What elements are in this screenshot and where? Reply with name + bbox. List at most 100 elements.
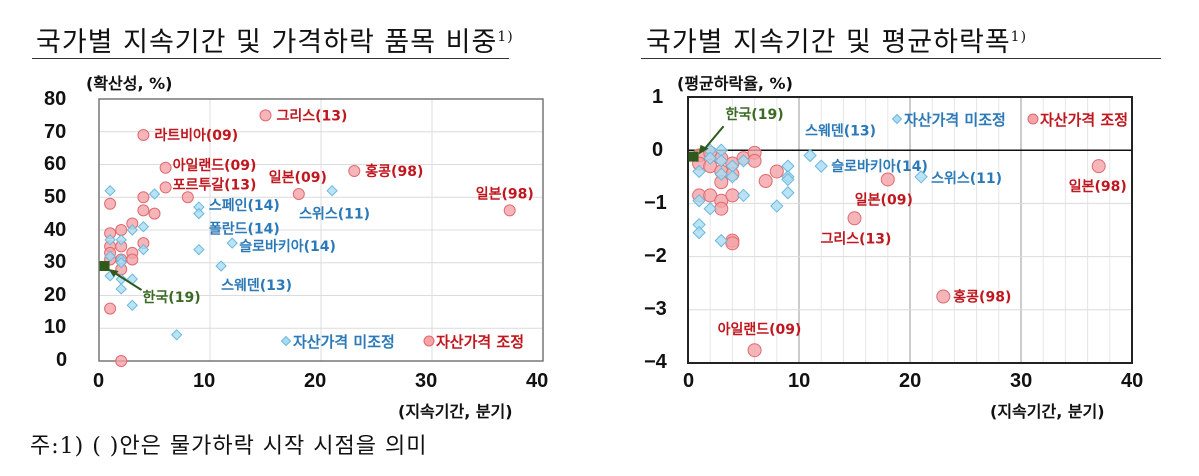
- right-xtick-10: 10: [788, 370, 811, 392]
- data-point-adjusted: [725, 236, 740, 251]
- data-point-not-adjusted: [736, 154, 751, 168]
- legend-circle-icon: [1027, 113, 1039, 125]
- series-diamond: [692, 143, 928, 248]
- data-point-adjusted: [348, 165, 361, 178]
- label-swiss: 스위스(11): [931, 171, 1002, 187]
- right-x-axis-label: (지속기간, 분기): [990, 402, 1105, 421]
- data-point-adjusted: [847, 211, 862, 226]
- data-point-adjusted: [148, 207, 161, 220]
- legend-adjusted: 자산가격 조정: [436, 333, 524, 351]
- label-sweden: 스웨덴(13): [221, 278, 292, 294]
- series-square: [99, 261, 110, 272]
- data-point-adjusted: [115, 355, 128, 367]
- label-korea: 한국(19): [143, 290, 201, 306]
- right-title-footnote-mark: 1): [1010, 29, 1028, 45]
- left-ytick-80: 80: [44, 88, 67, 110]
- left-chart-title-text: 국가별 지속기간 및 가격하락 품목 비중: [36, 27, 498, 58]
- data-point-not-adjusted: [104, 184, 116, 197]
- left-scatter-plot: 그리스(13) 라트비아(09) 아일랜드(09) 포르투갈(13) 일본(09) 홍콩(…: [98, 98, 544, 367]
- left-title-underline: [32, 58, 509, 59]
- left-ytick-30: 30: [44, 251, 67, 273]
- korea-arrowhead: [108, 269, 119, 278]
- left-ytick-60: 60: [44, 153, 67, 175]
- data-point-not-adjusted: [193, 243, 205, 256]
- right-chart-title: 국가별 지속기간 및 평균하락폭1): [646, 20, 1027, 59]
- label-sweden: 스웨덴(13): [805, 124, 876, 140]
- data-point-not-adjusted: [781, 172, 795, 187]
- label-japan98: 일본(98): [476, 186, 534, 202]
- data-point-adjusted: [1091, 159, 1106, 174]
- data-point-not-adjusted: [725, 170, 740, 184]
- data-point-not-adjusted: [137, 243, 150, 256]
- data-point-not-adjusted: [326, 184, 338, 197]
- data-point-adjusted: [259, 109, 272, 122]
- label-ireland: 아일랜드(09): [173, 157, 257, 174]
- left-chart-title: 국가별 지속기간 및 가격하락 품목 비중1): [36, 20, 514, 59]
- data-point-not-adjusted: [137, 221, 150, 233]
- label-greece: 그리스(13): [821, 231, 892, 247]
- left-xtick-10: 10: [193, 370, 216, 392]
- right-xtick-30: 30: [1010, 370, 1033, 392]
- legend-diamond-icon: [280, 335, 292, 347]
- left-title-footnote-mark: 1): [497, 29, 514, 45]
- label-japan09: 일본(09): [269, 170, 327, 186]
- data-point-not-adjusted: [115, 234, 127, 246]
- legend-not-adjusted: 자산가격 미조정: [293, 333, 395, 351]
- data-point-adjusted: [769, 164, 784, 179]
- data-point-not-adjusted: [714, 233, 729, 248]
- data-point-adjusted: [104, 302, 117, 315]
- left-legend: 자산가격 미조정 자산가격 조정: [280, 333, 524, 351]
- right-ytick-0: 0: [652, 139, 664, 161]
- right-ytick-m3: −3: [644, 298, 667, 320]
- left-ytick-50: 50: [44, 186, 67, 208]
- data-point-adjusted: [936, 289, 951, 304]
- korea-arrow: [111, 270, 143, 291]
- left-xtick-30: 30: [415, 370, 438, 392]
- data-point-not-adjusted: [148, 188, 161, 200]
- right-xtick-0: 0: [683, 370, 695, 392]
- label-slovakia: 슬로바키아(14): [831, 158, 928, 175]
- right-xtick-40: 40: [1121, 370, 1144, 392]
- data-point-not-adjusted: [781, 186, 795, 200]
- left-y-axis-label: (확산성, %): [86, 74, 173, 93]
- data-point-adjusted: [104, 197, 117, 210]
- korea-arrowhead: [698, 144, 709, 155]
- data-point-adjusted: [292, 187, 305, 200]
- left-xtick-40: 40: [526, 370, 549, 392]
- right-ytick-1: 1: [652, 86, 664, 108]
- footnote: 주:1) ( )안은 물가하락 시작 시점을 의미: [30, 434, 428, 459]
- data-point-not-adjusted: [115, 257, 127, 269]
- data-point-adjusted: [115, 224, 128, 236]
- label-hongkong: 홍콩(98): [953, 289, 1011, 306]
- data-point-not-adjusted: [814, 159, 828, 173]
- left-ytick-10: 10: [44, 316, 67, 338]
- left-xtick-0: 0: [93, 370, 105, 392]
- right-scatter-plot: 스웨덴(13) 슬로바키아(14)스위스(11) 일본(09) 일본(98) 그리스(1…: [687, 96, 1133, 364]
- data-point-korea: [99, 261, 110, 272]
- data-point-not-adjusted: [692, 194, 706, 208]
- label-greece: 그리스(13): [277, 108, 348, 124]
- data-point-not-adjusted: [104, 250, 116, 262]
- label-japan98: 일본(98): [1069, 179, 1127, 195]
- label-portugal: 포르투갈(13): [173, 177, 257, 193]
- data-point-korea: [688, 151, 699, 162]
- legend-circle-icon: [423, 335, 435, 347]
- data-point-not-adjusted: [914, 170, 928, 184]
- series-circle: [104, 109, 516, 367]
- plot-frame: [687, 96, 1133, 364]
- right-xtick-20: 20: [899, 370, 922, 392]
- data-point-adjusted: [137, 191, 150, 204]
- data-point-not-adjusted: [215, 260, 227, 272]
- left-ytick-0: 0: [56, 349, 68, 371]
- data-point-not-adjusted: [692, 225, 706, 240]
- plot-frame: [98, 98, 544, 362]
- data-point-not-adjusted: [703, 202, 717, 216]
- data-point-not-adjusted: [170, 329, 183, 341]
- data-point-not-adjusted: [692, 164, 706, 179]
- data-point-not-adjusted: [104, 234, 116, 246]
- left-ytick-40: 40: [44, 219, 67, 241]
- data-point-not-adjusted: [226, 237, 238, 249]
- left-ytick-70: 70: [44, 121, 67, 143]
- label-latvia: 라트비아(09): [154, 127, 238, 144]
- label-korea: 한국(19): [726, 107, 784, 123]
